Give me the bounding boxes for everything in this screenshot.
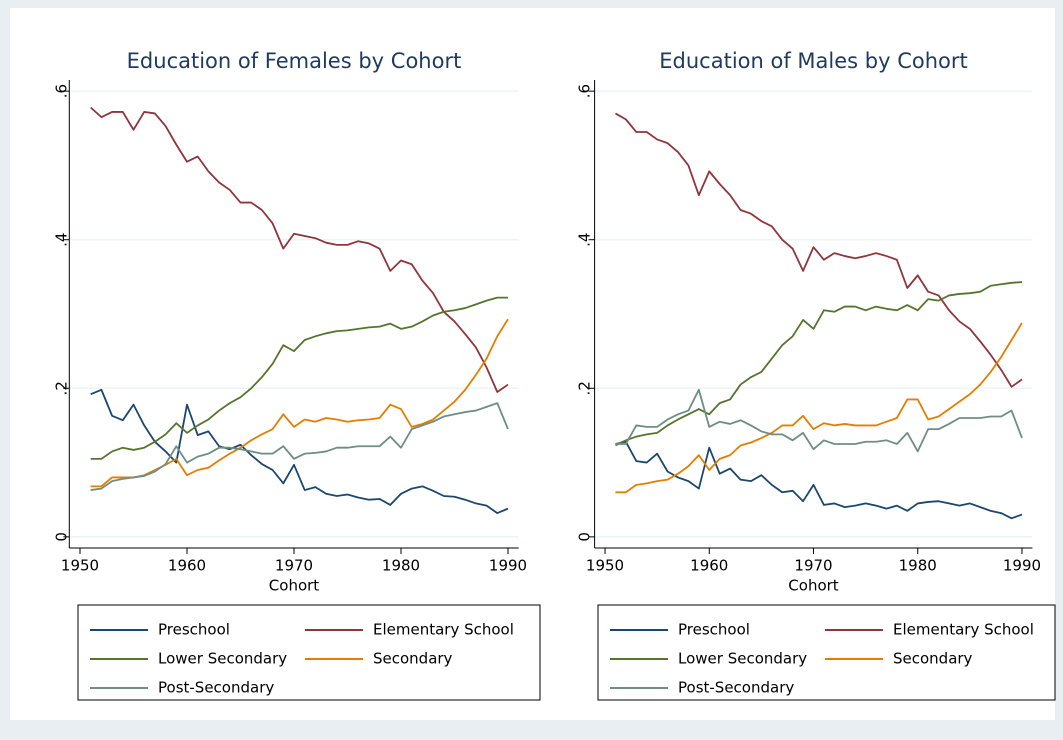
x-axis-title: Cohort	[788, 577, 839, 595]
legend-label: Post-Secondary	[158, 679, 274, 697]
legend-label: Preschool	[678, 621, 750, 639]
legend-label: Lower Secondary	[158, 650, 287, 668]
x-tick-label: 1960	[168, 557, 206, 575]
legend-label: Elementary School	[373, 621, 514, 639]
y-tick-label: 0	[576, 532, 594, 542]
x-tick-label: 1960	[690, 557, 728, 575]
x-tick-label: 1970	[275, 557, 313, 575]
legend-box	[597, 604, 1056, 701]
x-tick-label: 1970	[794, 557, 832, 575]
series-line	[90, 106, 509, 393]
graph-region	[10, 8, 1055, 720]
x-tick-label: 1990	[1003, 557, 1041, 575]
x-tick-label: 1950	[586, 557, 624, 575]
y-tick-label: .2	[53, 381, 71, 395]
x-tick-label: 1980	[899, 557, 937, 575]
series-line	[90, 388, 509, 514]
series-line	[615, 281, 1023, 447]
y-tick-label: .6	[576, 84, 594, 98]
x-tick-label: 1990	[489, 557, 527, 575]
x-tick-label: 1950	[61, 557, 99, 575]
y-tick-label: 0	[53, 532, 71, 542]
legend-label: Elementary School	[893, 621, 1034, 639]
x-axis-title: Cohort	[269, 577, 320, 595]
series-line	[90, 402, 509, 491]
legend-label: Secondary	[373, 650, 453, 668]
y-tick-label: .4	[576, 233, 594, 247]
series-line	[615, 322, 1023, 494]
legend-label: Lower Secondary	[678, 650, 807, 668]
x-tick-label: 1980	[382, 557, 420, 575]
series-line	[615, 440, 1023, 520]
legend-label: Secondary	[893, 650, 973, 668]
legend-box	[77, 604, 541, 701]
y-tick-label: .2	[576, 381, 594, 395]
y-tick-label: .6	[53, 84, 71, 98]
panel-title: Education of Females by Cohort	[127, 49, 462, 73]
series-line	[90, 296, 508, 460]
legend-label: Post-Secondary	[678, 679, 794, 697]
series-line	[615, 388, 1023, 453]
y-tick-label: .4	[53, 233, 71, 247]
legend-label: Preschool	[158, 621, 230, 639]
panel-title: Education of Males by Cohort	[659, 49, 967, 73]
series-line	[615, 112, 1023, 388]
